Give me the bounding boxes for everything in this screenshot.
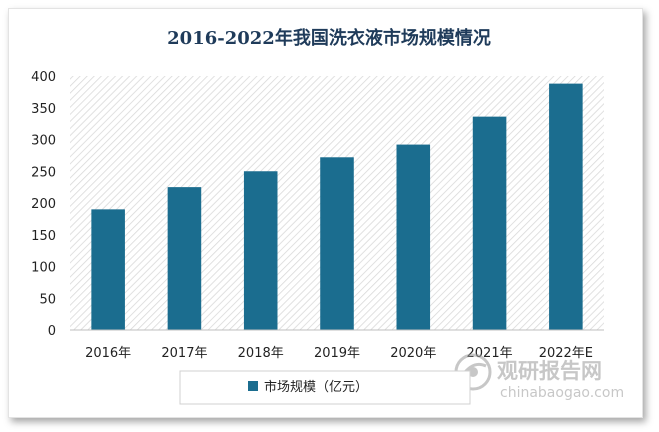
chart-title: 2016-2022年我国洗衣液市场规模情况 bbox=[167, 27, 491, 49]
y-tick-label: 150 bbox=[31, 229, 56, 244]
x-tick-label: 2018年 bbox=[238, 346, 284, 361]
y-axis-ticks: 0 50 100 150 200 250 300 350 400 bbox=[31, 70, 56, 339]
legend: 市场规模（亿元） bbox=[179, 370, 471, 405]
watermark-cn-text: 观研报告网 bbox=[497, 359, 602, 383]
y-tick-label: 350 bbox=[31, 102, 56, 117]
legend-swatch bbox=[248, 381, 258, 391]
y-tick-label: 200 bbox=[31, 197, 56, 212]
bars-group bbox=[91, 83, 583, 331]
x-tick-label: 2019年 bbox=[314, 346, 360, 361]
x-tick-label: 2017年 bbox=[161, 346, 207, 361]
y-tick-label: 300 bbox=[31, 134, 56, 149]
y-tick-label: 250 bbox=[31, 165, 56, 180]
bar-2020年 bbox=[396, 144, 431, 330]
bar-2018年 bbox=[243, 171, 278, 330]
y-tick-label: 400 bbox=[31, 70, 56, 85]
bar-2019年 bbox=[320, 157, 354, 330]
bar-2022年E bbox=[549, 83, 583, 331]
bar-2017年 bbox=[167, 187, 202, 330]
x-tick-label: 2022年E bbox=[539, 346, 593, 361]
legend-box bbox=[179, 370, 471, 405]
bar-2016年 bbox=[91, 209, 125, 330]
y-tick-label: 0 bbox=[48, 324, 56, 339]
y-tick-label: 100 bbox=[31, 261, 56, 276]
x-tick-label: 2016年 bbox=[85, 346, 131, 361]
bar-2021年 bbox=[472, 116, 507, 330]
y-tick-label: 50 bbox=[39, 292, 56, 307]
watermark: 观研报告网 chinabaogao.com bbox=[454, 353, 624, 401]
legend-label: 市场规模（亿元） bbox=[264, 379, 368, 395]
x-tick-label: 2020年 bbox=[390, 346, 436, 361]
watermark-url-text: chinabaogao.com bbox=[500, 385, 624, 401]
